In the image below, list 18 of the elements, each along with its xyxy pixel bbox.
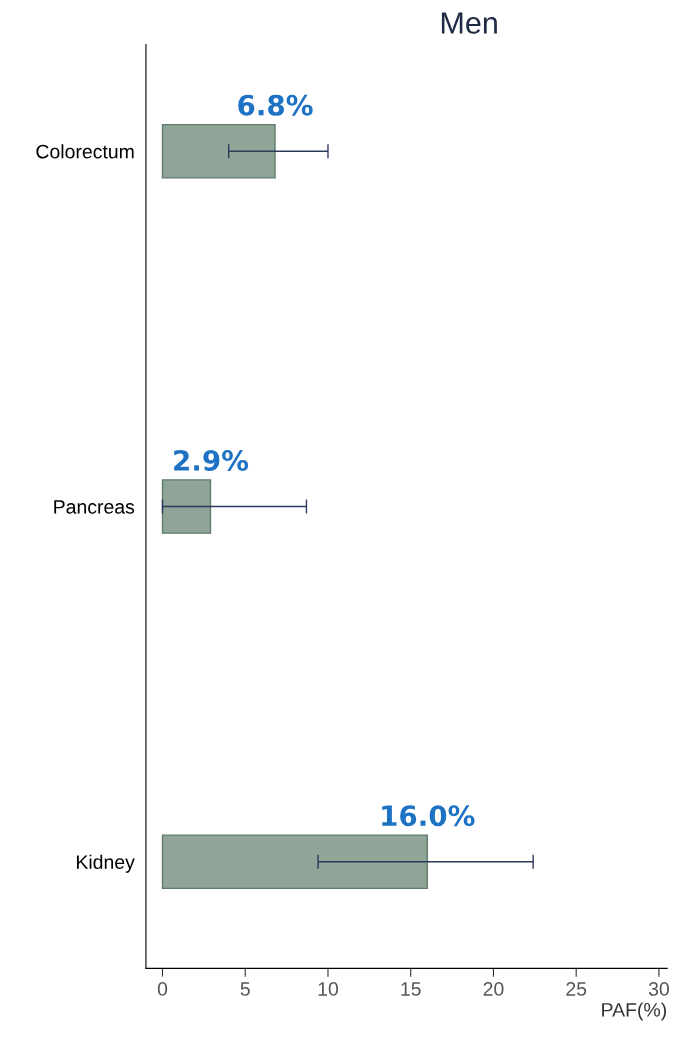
x-tick-label: 20	[483, 982, 504, 996]
chart-title: Men	[441, 12, 497, 34]
x-tick-label: 25	[566, 982, 587, 996]
y-tick-label: Colorectum	[36, 144, 134, 159]
y-tick-label: Pancreas	[54, 500, 135, 514]
x-tick-label: 0	[157, 982, 168, 996]
bar	[161, 834, 428, 890]
y-tick-label: Kidney	[76, 854, 135, 873]
bar	[161, 479, 212, 534]
x-tick-label: 5	[240, 982, 250, 996]
data-label: 6.8%	[238, 94, 313, 116]
data-label: 2.9%	[174, 449, 249, 471]
bar	[161, 123, 276, 179]
x-tick-label: 15	[401, 982, 421, 996]
data-label: 16.0%	[382, 805, 475, 827]
x-axis-title: PAF(%)	[602, 1002, 666, 1021]
x-tick-label: 10	[318, 982, 339, 996]
x-tick-label: 30	[648, 982, 669, 996]
